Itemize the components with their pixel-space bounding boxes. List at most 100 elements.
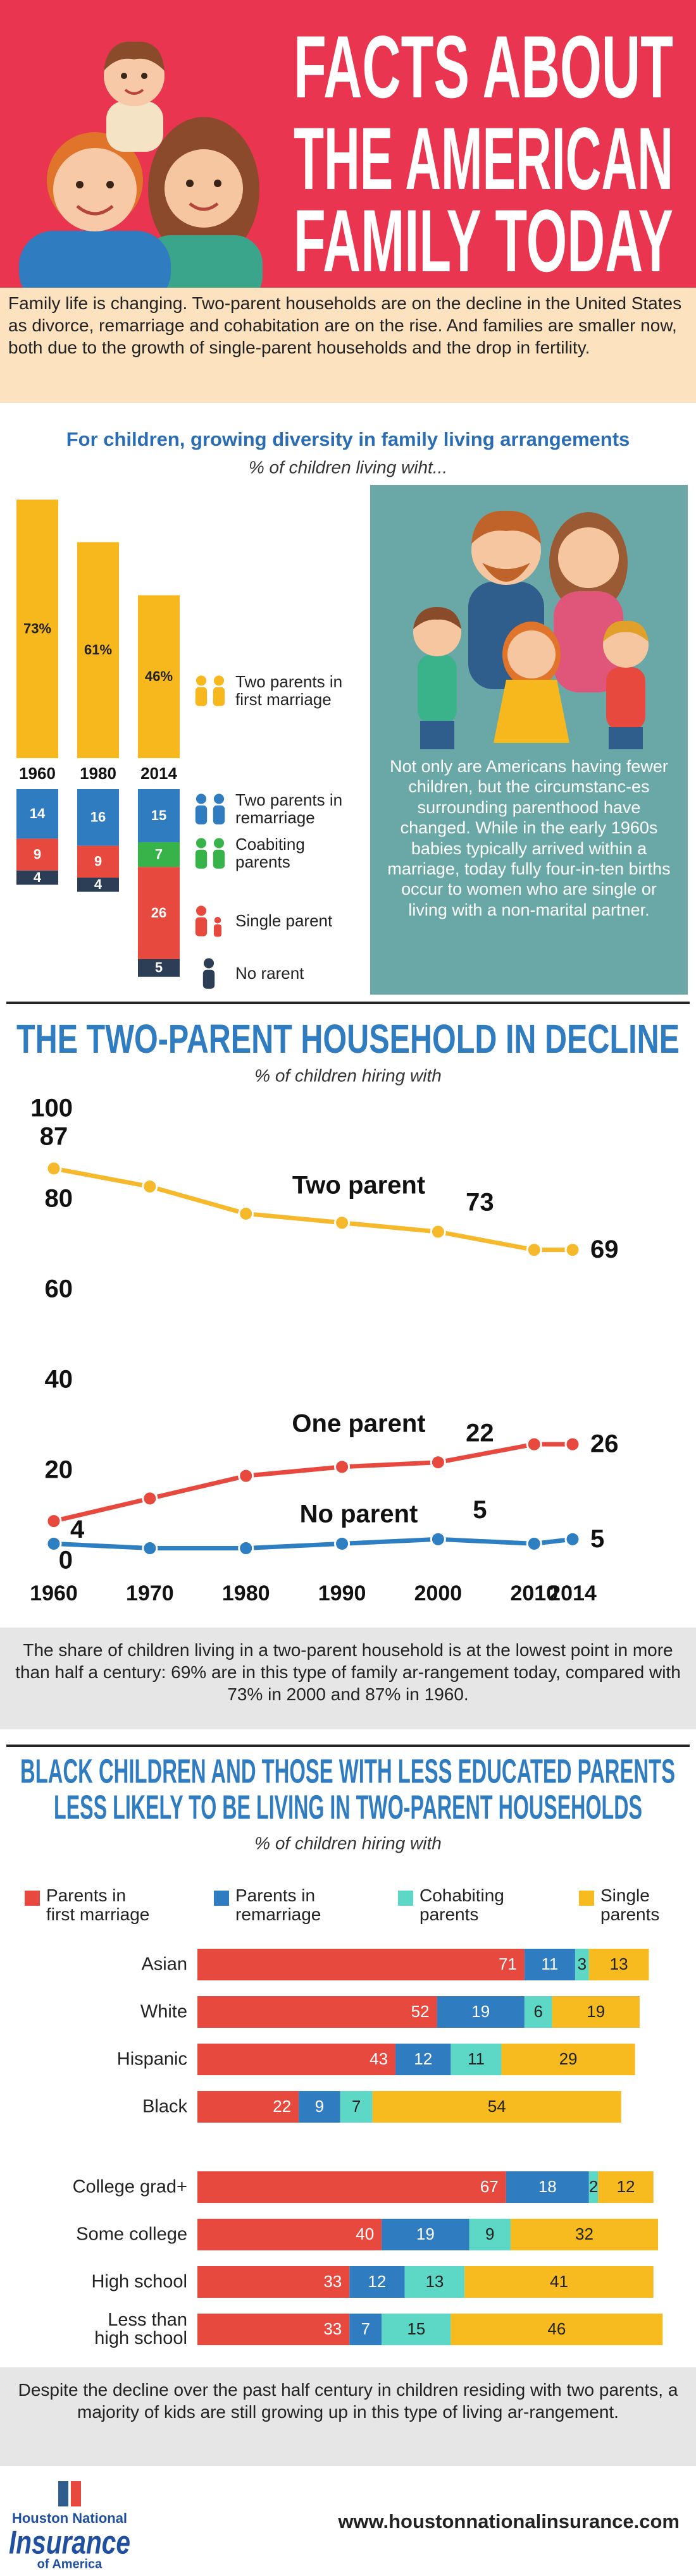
- point: [430, 1531, 446, 1547]
- dad-face: [53, 148, 137, 231]
- data-label: 22: [466, 1419, 494, 1447]
- point: [526, 1436, 542, 1452]
- data-label: 15: [151, 807, 166, 823]
- legend-icon: [196, 794, 207, 804]
- bar-segment: [524, 1996, 552, 2028]
- data-label: 69: [590, 1236, 619, 1263]
- smile: [124, 89, 144, 95]
- data-label: 26: [151, 905, 166, 921]
- legend-swatch: [398, 1891, 413, 1906]
- bar-segment: [197, 1949, 525, 1980]
- y-tick-label: Some college: [76, 2224, 187, 2245]
- bar-segment: [469, 2219, 511, 2250]
- data-label: 5: [473, 1496, 487, 1524]
- data-label: 54: [488, 2097, 506, 2116]
- data-label: 26: [590, 1430, 619, 1458]
- data-label: 46%: [145, 668, 173, 684]
- x-tick-label: 2000: [414, 1581, 463, 1605]
- y-tick-label: Less than high school: [94, 2310, 187, 2348]
- data-label: 7: [352, 2097, 361, 2116]
- y-tick-label: High school: [91, 2271, 187, 2292]
- bar-segment: [138, 789, 180, 842]
- y-tick-label: Hispanic: [116, 2049, 187, 2070]
- data-label: 2: [589, 2177, 598, 2196]
- point: [564, 1242, 581, 1258]
- eye: [214, 180, 221, 187]
- point: [238, 1205, 254, 1222]
- y-tick-label: 100: [30, 1095, 73, 1122]
- series-label: One parent: [292, 1410, 425, 1438]
- family-illustration: [413, 510, 649, 749]
- bar-segment: [464, 2266, 654, 2298]
- child-body: [106, 101, 163, 152]
- y-tick-label: College grad+: [72, 2176, 187, 2197]
- bar-segment: [16, 870, 58, 885]
- bar-segment: [588, 1949, 649, 1980]
- x-tick-label: 1960: [30, 1581, 78, 1605]
- data-label: 87: [40, 1123, 68, 1151]
- smile: [76, 205, 114, 216]
- data-label: 4: [94, 876, 103, 892]
- note-text: Despite the decline over the past half c…: [18, 2380, 678, 2422]
- intro-background: [0, 288, 696, 403]
- x-tick-label: 1990: [318, 1581, 366, 1605]
- data-label: 18: [538, 2177, 557, 2196]
- bar-segment: [506, 2171, 589, 2203]
- legend-icon: [195, 849, 208, 869]
- boy-body: [606, 667, 645, 730]
- y-tick-label: 0: [59, 1547, 73, 1574]
- logo-text: Insurance: [9, 2525, 130, 2561]
- point: [564, 1436, 581, 1452]
- bar-segment: [197, 2171, 506, 2203]
- bar-segment: [16, 838, 58, 871]
- legend-swatch: [25, 1891, 40, 1906]
- boy-legs: [609, 727, 643, 749]
- y-tick-label: Black: [142, 2096, 187, 2117]
- line: [53, 1536, 573, 1551]
- bar-segment: [451, 2314, 663, 2345]
- data-label: 33: [323, 2319, 342, 2338]
- dad-beard: [482, 563, 530, 582]
- bar-segment: [598, 2171, 654, 2203]
- x-tick-label: 1980: [222, 1581, 270, 1605]
- data-label: 13: [425, 2272, 444, 2291]
- data-label: 4: [34, 869, 42, 885]
- bar-segment: [77, 542, 119, 758]
- header-title: FACTS ABOUT: [294, 17, 673, 116]
- legend-label: Cohabiting parents: [419, 1886, 504, 1925]
- point: [334, 1459, 351, 1475]
- logo-text: Houston National: [12, 2510, 127, 2526]
- point: [142, 1179, 158, 1195]
- data-label: 16: [90, 809, 106, 825]
- bar-segment: [451, 2044, 502, 2075]
- data-label: 9: [315, 2097, 324, 2116]
- x-tick-label: 1980: [80, 764, 116, 783]
- bar-segment: [77, 789, 119, 846]
- chart-title: For children, growing diversity in famil…: [66, 428, 630, 450]
- bar-segment: [197, 1996, 437, 2028]
- data-label: 3: [578, 1954, 587, 1973]
- chart-subtitle: % of children living wiht...: [249, 457, 447, 477]
- logo: Houston National Insurance of America: [9, 2481, 130, 2571]
- legend-icon: [213, 675, 225, 686]
- data-label: 43: [370, 2049, 388, 2068]
- bar-segment: [299, 2091, 340, 2123]
- data-label: 46: [547, 2319, 566, 2338]
- data-label: 7: [361, 2319, 370, 2338]
- legend-icon: [213, 805, 225, 825]
- data-label: 29: [559, 2049, 578, 2068]
- data-label: 22: [273, 2097, 291, 2116]
- legend-label: No rarent: [235, 963, 304, 983]
- legend-label: Coabiting parents: [235, 834, 305, 871]
- logo-text: of America: [37, 2557, 103, 2571]
- callout-text: Not only are Americans having fewer chil…: [387, 757, 671, 919]
- data-label: 7: [155, 846, 163, 862]
- data-label: 12: [617, 2177, 635, 2196]
- girl-face: [507, 630, 556, 678]
- data-label: 6: [533, 2002, 542, 2021]
- y-tick-label: Asian: [141, 1954, 187, 1975]
- eye: [76, 181, 84, 188]
- point: [46, 1160, 62, 1177]
- data-label: 73%: [23, 620, 51, 636]
- chart-subtitle: % of children hiring with: [254, 1065, 442, 1085]
